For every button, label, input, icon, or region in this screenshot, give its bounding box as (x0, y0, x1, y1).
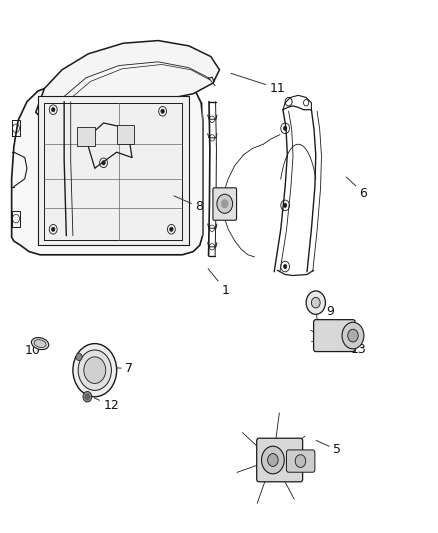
Circle shape (51, 227, 55, 231)
Circle shape (51, 108, 55, 112)
Circle shape (267, 454, 278, 466)
Circle shape (78, 350, 111, 390)
FancyBboxPatch shape (313, 320, 354, 352)
Text: 11: 11 (230, 74, 285, 95)
Circle shape (160, 109, 164, 114)
Polygon shape (38, 96, 188, 245)
Circle shape (73, 344, 117, 397)
Circle shape (169, 227, 173, 231)
Circle shape (305, 291, 325, 314)
Circle shape (84, 357, 106, 383)
Text: 5: 5 (315, 440, 340, 456)
Circle shape (216, 194, 232, 213)
Polygon shape (12, 87, 202, 255)
Circle shape (85, 394, 89, 399)
Circle shape (83, 391, 92, 402)
Circle shape (347, 329, 357, 342)
Circle shape (283, 126, 286, 131)
Polygon shape (35, 41, 219, 117)
Text: 1: 1 (208, 269, 229, 297)
Circle shape (283, 264, 286, 269)
Text: 8: 8 (173, 196, 203, 213)
Bar (117, 125, 134, 144)
Ellipse shape (32, 337, 49, 350)
Bar (77, 127, 95, 146)
FancyBboxPatch shape (212, 188, 236, 220)
Text: 9: 9 (320, 305, 334, 318)
Circle shape (294, 455, 305, 467)
Circle shape (221, 199, 228, 208)
Text: 13: 13 (337, 343, 366, 357)
Ellipse shape (34, 340, 46, 348)
Circle shape (341, 322, 363, 349)
Text: 10: 10 (25, 344, 43, 357)
Circle shape (283, 203, 286, 207)
Circle shape (76, 353, 82, 361)
Circle shape (311, 297, 319, 308)
Text: 6: 6 (346, 177, 367, 200)
FancyBboxPatch shape (286, 450, 314, 472)
Text: 12: 12 (94, 398, 119, 413)
Circle shape (102, 161, 105, 165)
Text: 7: 7 (112, 362, 133, 375)
Circle shape (261, 446, 284, 474)
FancyBboxPatch shape (256, 438, 302, 482)
